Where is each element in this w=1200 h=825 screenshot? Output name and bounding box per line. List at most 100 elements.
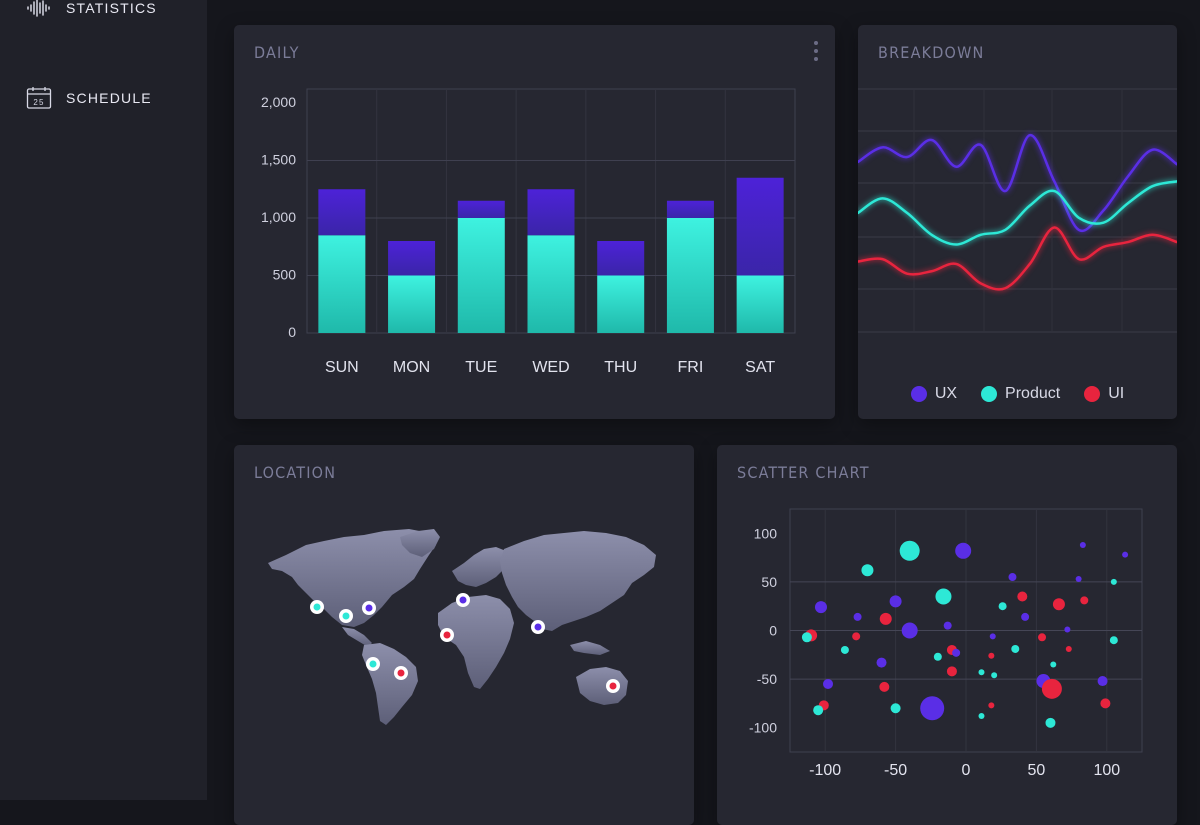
scatter-point[interactable] — [933, 652, 942, 661]
indonesia-shape — [570, 641, 610, 655]
x-tick-label: FRI — [678, 359, 704, 376]
legend-item-ui[interactable]: UI — [1084, 385, 1124, 403]
bar-ux-sat[interactable] — [736, 177, 784, 276]
bar-product-sat[interactable] — [736, 275, 784, 334]
scatter-point[interactable] — [1065, 645, 1072, 652]
bar-ux-sun[interactable] — [318, 189, 366, 236]
scatter-point[interactable] — [899, 540, 920, 561]
legend-label: UX — [934, 385, 958, 402]
bar-product-thu[interactable] — [597, 275, 645, 334]
scatter-point[interactable] — [988, 652, 995, 659]
scatter-point[interactable] — [813, 705, 824, 716]
scatter-point[interactable] — [1064, 626, 1071, 633]
card-title: LOCATION — [254, 463, 337, 482]
scatter-point[interactable] — [1110, 578, 1117, 585]
series-line-product[interactable] — [858, 180, 1177, 246]
x-tick-label: -50 — [884, 762, 907, 779]
bar-ux-mon[interactable] — [388, 241, 436, 276]
scatter-point[interactable] — [943, 621, 952, 630]
x-tick-label: 100 — [1093, 762, 1120, 779]
scatter-point[interactable] — [1045, 717, 1056, 728]
scatter-point[interactable] — [823, 678, 834, 689]
y-tick-label: 1,500 — [261, 152, 296, 168]
scatter-point[interactable] — [1075, 575, 1082, 582]
scatter-point[interactable] — [852, 632, 861, 641]
scatter-point[interactable] — [1050, 661, 1057, 668]
scatter-card: SCATTER CHART 100 50 0 -50 -100 -100 -50 0 50 10… — [717, 445, 1177, 825]
scatter-point[interactable] — [814, 601, 827, 614]
scatter-point[interactable] — [1052, 598, 1065, 611]
calendar-icon: 25 — [26, 86, 52, 110]
bar-ux-fri[interactable] — [666, 200, 714, 218]
scatter-point[interactable] — [801, 632, 812, 643]
bar-product-fri[interactable] — [666, 218, 714, 333]
bar-ux-tue[interactable] — [457, 200, 505, 218]
bar-product-wed[interactable] — [527, 235, 575, 333]
scatter-point[interactable] — [946, 666, 957, 677]
scatter-point[interactable] — [955, 542, 972, 559]
scatter-point[interactable] — [861, 564, 874, 577]
x-tick-label: MON — [393, 359, 430, 376]
bar-ux-thu[interactable] — [597, 241, 645, 276]
asia-shape — [500, 531, 656, 631]
north-america-shape — [268, 529, 436, 627]
sidebar: STATISTICS 25 SCHEDULE — [0, 0, 207, 800]
bar-ux-wed[interactable] — [527, 189, 575, 236]
scatter-point[interactable] — [1080, 596, 1089, 605]
sidebar-item-statistics[interactable]: STATISTICS — [26, 0, 157, 18]
series-line-ui[interactable] — [858, 226, 1177, 291]
y-tick-label: -50 — [757, 671, 777, 687]
y-tick-label: 50 — [761, 574, 777, 590]
scatter-point[interactable] — [879, 681, 890, 692]
scatter-point[interactable] — [1079, 541, 1086, 548]
scatter-point[interactable] — [920, 696, 945, 721]
scatter-point[interactable] — [989, 633, 996, 640]
scatter-point[interactable] — [935, 588, 952, 605]
x-tick-label: SUN — [325, 359, 359, 376]
scatter-point[interactable] — [1038, 633, 1047, 642]
scatter-point[interactable] — [998, 602, 1007, 611]
africa-shape — [438, 595, 514, 689]
legend-item-product[interactable]: Product — [981, 385, 1060, 403]
y-tick-label: 500 — [273, 267, 297, 283]
location-marker-dot — [459, 596, 467, 604]
scatter-point[interactable] — [1021, 612, 1030, 621]
breakdown-card: BREAKDOWN UX Product UI — [858, 25, 1177, 419]
breakdown-line-chart — [858, 88, 1177, 333]
scatter-point[interactable] — [1017, 591, 1028, 602]
more-options-icon[interactable] — [813, 41, 819, 65]
scatter-point[interactable] — [840, 645, 849, 654]
x-tick-label: THU — [604, 359, 637, 376]
south-america-shape — [362, 643, 418, 725]
scatter-point[interactable] — [991, 672, 998, 679]
y-tick-label: 2,000 — [261, 94, 296, 110]
sidebar-item-schedule[interactable]: 25 SCHEDULE — [26, 86, 152, 110]
legend-dot — [910, 386, 927, 402]
scatter-point[interactable] — [988, 702, 995, 709]
scatter-point[interactable] — [890, 703, 901, 714]
series-line-ux[interactable] — [858, 133, 1177, 233]
scatter-point[interactable] — [1100, 698, 1111, 709]
bar-product-mon[interactable] — [388, 275, 436, 334]
x-tick-label: 0 — [962, 762, 971, 779]
scatter-point[interactable] — [879, 612, 892, 625]
scatter-point[interactable] — [978, 669, 985, 676]
scatter-point[interactable] — [853, 612, 862, 621]
scatter-point[interactable] — [1122, 551, 1129, 558]
bar-product-sun[interactable] — [318, 235, 366, 333]
legend-label: Product — [1005, 385, 1061, 402]
bar-product-tue[interactable] — [457, 218, 505, 333]
scatter-point[interactable] — [952, 648, 961, 657]
location-marker-dot — [365, 604, 373, 612]
scatter-point[interactable] — [1011, 644, 1020, 653]
scatter-point[interactable] — [876, 657, 887, 668]
scatter-point[interactable] — [1008, 573, 1017, 582]
scatter-point[interactable] — [1097, 676, 1108, 687]
australia-shape — [576, 667, 628, 705]
scatter-point[interactable] — [978, 713, 985, 720]
scatter-point[interactable] — [889, 595, 902, 608]
scatter-point[interactable] — [1109, 636, 1118, 645]
scatter-point[interactable] — [1041, 678, 1062, 699]
scatter-point[interactable] — [901, 622, 918, 639]
legend-item-ux[interactable]: UX — [910, 385, 958, 403]
